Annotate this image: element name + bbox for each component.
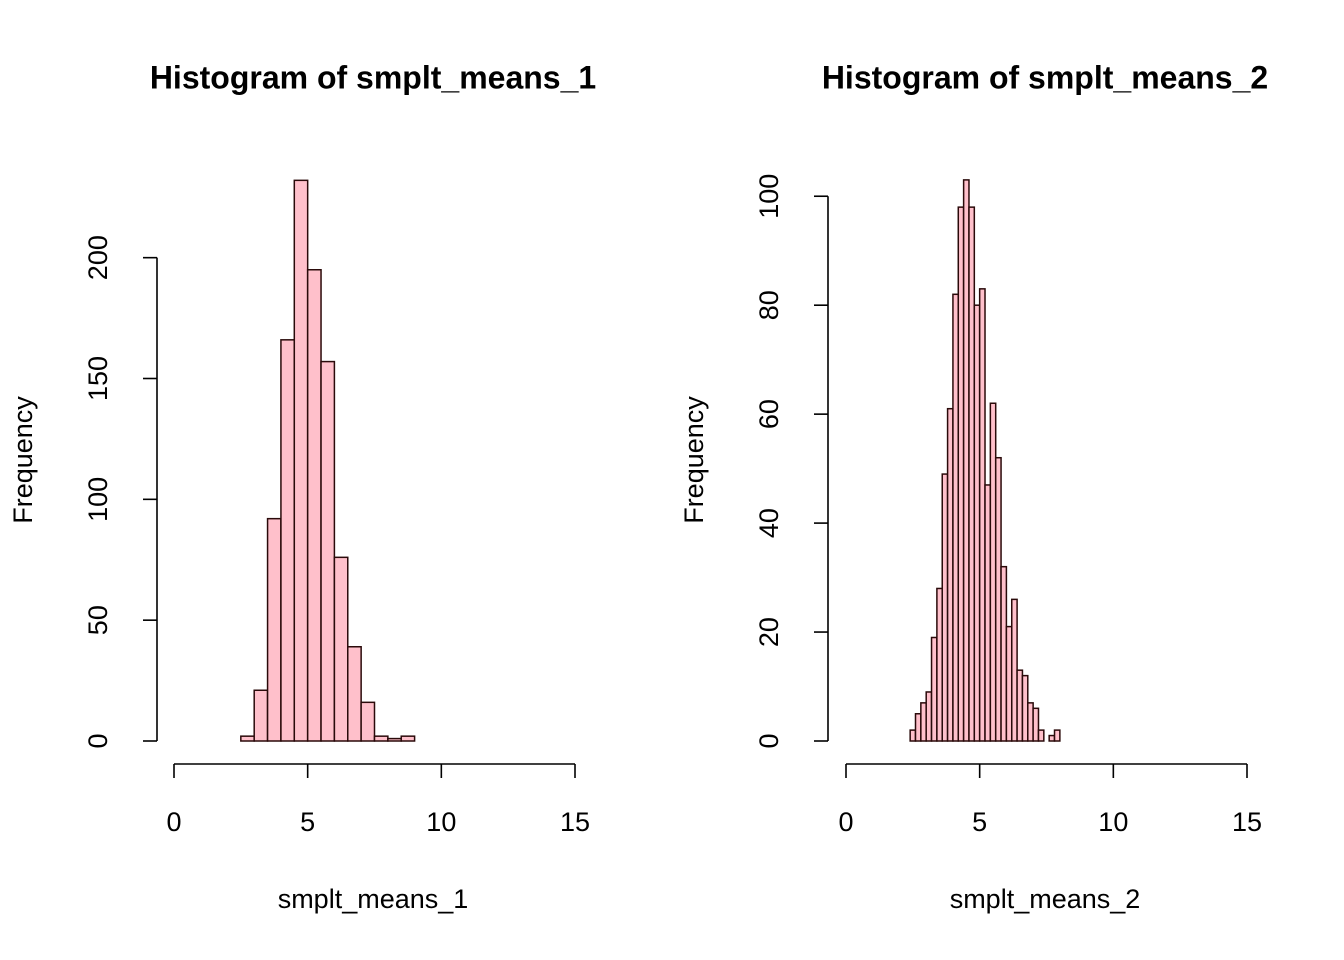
bar [240,735,255,742]
y-tick-label: 80 [754,290,784,320]
bar [925,691,933,742]
y-tick-label: 100 [754,174,784,219]
bar [293,179,309,742]
bar [946,407,954,742]
y-tick-label: 0 [83,733,113,748]
bar [1032,707,1040,742]
x-tick-label: 5 [972,807,987,837]
y-tick-label: 20 [754,617,784,647]
bar [952,293,960,742]
bar [266,517,282,742]
x-tick-label: 15 [560,807,590,837]
y-tick-label: 0 [754,733,784,748]
bar [936,587,943,742]
y-tick-label: 200 [83,235,113,280]
y-tick-label: 150 [83,356,113,401]
bar [1048,734,1056,742]
y-tick-label: 50 [83,605,113,635]
bar [253,689,269,742]
bar [400,735,416,742]
bar [1016,669,1024,742]
bar [989,402,997,742]
x-tick-label: 10 [1098,807,1128,837]
bar [962,179,970,742]
x-tick-label: 0 [166,807,181,837]
bar [930,636,938,742]
bar [957,206,965,742]
x-axis-label: smplt_means_2 [950,884,1141,914]
y-axis-label: Frequency [679,396,709,524]
y-tick-label: 100 [83,477,113,522]
y-tick-label: 40 [754,508,784,538]
bar [1021,674,1029,742]
bar [984,484,992,742]
x-tick-label: 5 [300,807,315,837]
x-tick-label: 15 [1232,807,1262,837]
bar [1010,598,1018,742]
bar [909,729,917,742]
bar [968,206,976,742]
bar [978,288,986,742]
chart-title: Histogram of smplt_means_2 [822,59,1268,95]
bar [1037,729,1045,742]
bar [1053,729,1061,742]
bar [280,339,296,742]
bar [994,456,1002,742]
bar [360,701,376,742]
bar [387,737,402,742]
bar [320,360,336,742]
x-tick-label: 10 [426,807,456,837]
bar [347,646,362,742]
chart-title: Histogram of smplt_means_1 [150,59,596,95]
y-axis-label: Frequency [8,396,38,524]
bar [973,304,981,742]
x-axis-label: smplt_means_1 [278,884,469,914]
bar [941,473,949,742]
bar [306,269,322,742]
bar [1027,702,1034,742]
bar [1005,625,1013,742]
bar [1000,565,1008,742]
y-tick-label: 60 [754,399,784,429]
x-tick-label: 0 [838,807,853,837]
bar [914,713,922,742]
bar [373,735,389,742]
bar [920,702,927,742]
bar [333,556,349,742]
